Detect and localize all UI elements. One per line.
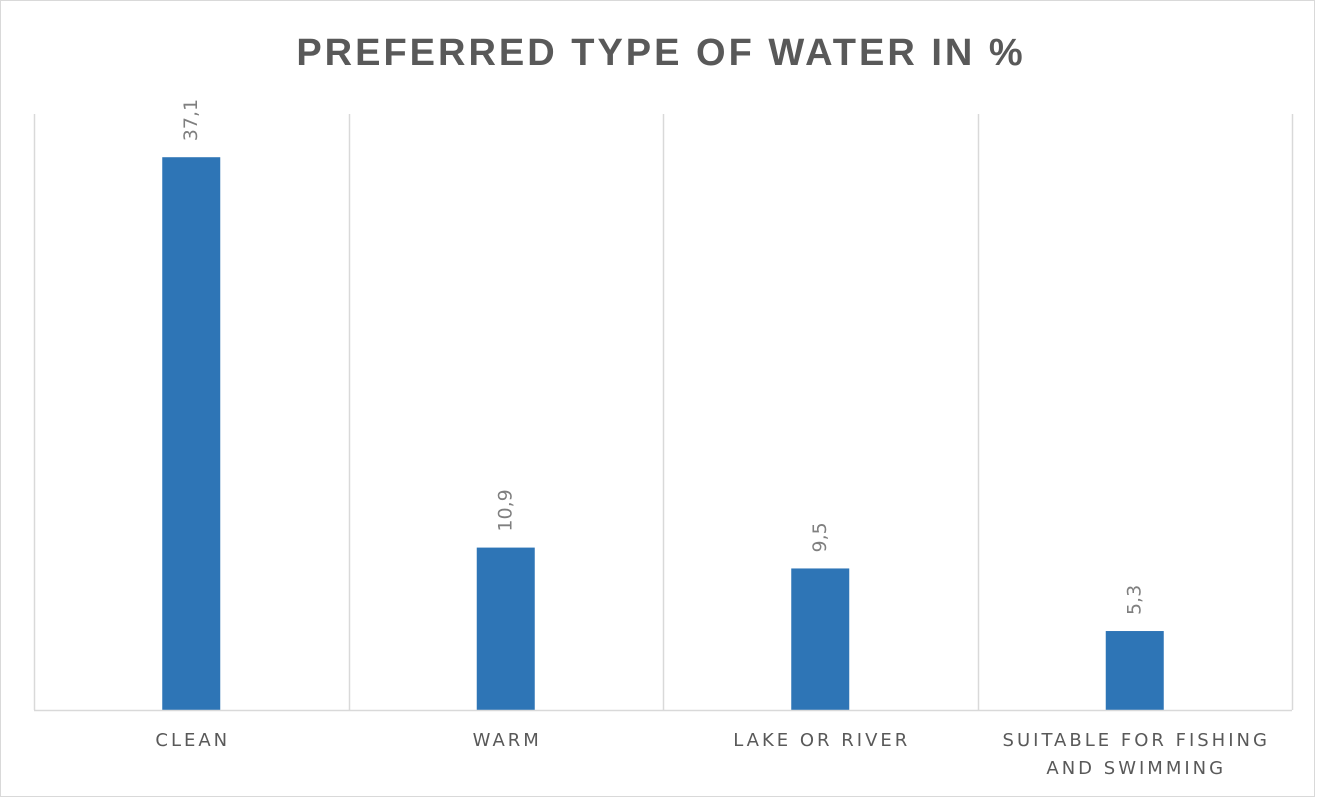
bar-lake-or-river xyxy=(791,568,850,710)
chart-title: PREFERRED TYPE OF WATER IN % xyxy=(296,32,1025,74)
category-label: WARM xyxy=(473,730,542,751)
bar-warm xyxy=(476,547,535,710)
gridlines xyxy=(33,114,1294,710)
data-label: 5,3 xyxy=(1124,585,1146,615)
data-label: 10,9 xyxy=(495,489,517,531)
category-label: AND SWIMMING xyxy=(1046,758,1226,779)
bars xyxy=(162,157,1164,710)
category-labels: CLEAN WARM LAKE OR RIVER SUITABLE FOR FISHI… xyxy=(155,730,1270,779)
bar-clean xyxy=(162,157,221,710)
bar-suitable-for-fishing-and-swimming xyxy=(1105,631,1164,710)
category-label: SUITABLE FOR FISHING xyxy=(1003,730,1270,751)
data-label: 9,5 xyxy=(809,522,831,552)
category-label: CLEAN xyxy=(155,730,230,751)
category-label: LAKE OR RIVER xyxy=(733,730,910,751)
data-label: 37,1 xyxy=(180,99,202,141)
data-labels: 37,1 10,9 9,5 5,3 xyxy=(180,99,1146,615)
